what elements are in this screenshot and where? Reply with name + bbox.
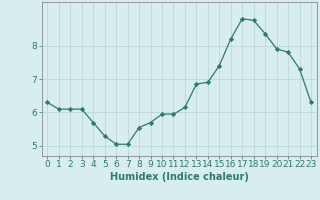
X-axis label: Humidex (Indice chaleur): Humidex (Indice chaleur) [110, 172, 249, 182]
